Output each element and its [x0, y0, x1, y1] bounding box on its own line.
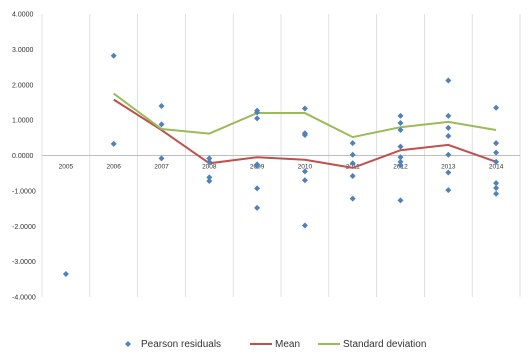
x-tick-label: 2005 — [59, 164, 74, 171]
y-tick-label: -3.0000 — [12, 259, 36, 266]
data-point — [110, 52, 117, 59]
data-point — [301, 222, 308, 229]
y-tick-label: 2.0000 — [12, 82, 34, 89]
data-point — [397, 162, 404, 169]
data-point — [397, 154, 404, 161]
data-point — [206, 174, 213, 181]
data-point — [349, 151, 356, 158]
data-point — [110, 140, 117, 147]
data-point — [445, 187, 452, 194]
data-point — [445, 124, 452, 131]
data-point — [397, 143, 404, 150]
data-point — [349, 140, 356, 147]
legend: Pearson residuals Mean Standard deviation — [125, 339, 426, 350]
data-point — [301, 177, 308, 184]
data-point — [493, 149, 500, 156]
data-point — [158, 155, 165, 162]
x-tick-label: 2007 — [154, 164, 169, 171]
series-lines — [113, 92, 497, 169]
y-tick-label: 1.0000 — [12, 118, 34, 125]
data-point — [445, 151, 452, 158]
data-point — [397, 127, 404, 134]
data-point — [493, 104, 500, 111]
y-tick-label: -1.0000 — [12, 188, 36, 195]
data-point — [254, 109, 261, 116]
data-point — [254, 204, 261, 211]
y-tick-label: 0.0000 — [12, 153, 34, 160]
data-point — [445, 169, 452, 176]
data-point — [493, 180, 500, 187]
data-point — [301, 168, 308, 175]
legend-label: Standard deviation — [343, 339, 426, 350]
data-point — [206, 158, 213, 165]
data-point — [206, 177, 213, 184]
x-tick-label: 2010 — [298, 164, 313, 171]
data-point — [397, 158, 404, 165]
data-point — [493, 140, 500, 147]
x-tick-label: 2013 — [441, 164, 456, 171]
data-point — [254, 163, 261, 170]
data-point — [397, 197, 404, 204]
series-line-mean — [113, 98, 497, 169]
data-point — [445, 77, 452, 84]
y-tick-label: 3.0000 — [12, 47, 34, 54]
data-point — [158, 121, 165, 128]
grid-layer — [41, 14, 521, 297]
y-tick-label: 4.0000 — [12, 12, 34, 19]
data-point — [206, 155, 213, 162]
x-tick-label: 2008 — [202, 164, 217, 171]
legend-item: Mean — [250, 339, 300, 350]
data-point — [301, 131, 308, 138]
data-point — [493, 190, 500, 197]
y-tick-label: -2.0000 — [12, 224, 36, 231]
legend-item: Standard deviation — [318, 339, 426, 350]
data-point — [397, 119, 404, 126]
data-point — [493, 158, 500, 165]
data-point — [349, 160, 356, 167]
y-tick-label: -4.0000 — [12, 295, 36, 302]
data-point — [349, 195, 356, 202]
data-point — [397, 112, 404, 119]
data-point — [445, 133, 452, 140]
data-point — [445, 112, 452, 119]
data-point — [493, 185, 500, 192]
series-line-standard-deviation — [113, 92, 497, 139]
legend-diamond-marker — [125, 341, 131, 347]
legend-item: Pearson residuals — [125, 339, 221, 350]
x-tick-label: 2014 — [489, 164, 504, 171]
legend-label: Pearson residuals — [141, 339, 221, 350]
x-tick-label: 2006 — [106, 164, 121, 171]
data-point — [254, 115, 261, 122]
y-axis-labels: 4.0000 3.0000 2.0000 1.0000 0.0000 -1.0000 -2.… — [12, 12, 36, 302]
legend-label: Mean — [275, 339, 300, 350]
data-point — [254, 185, 261, 192]
data-point — [349, 173, 356, 180]
data-point — [158, 102, 165, 109]
series-points — [62, 52, 500, 278]
data-point — [62, 271, 69, 278]
data-point — [301, 105, 308, 112]
